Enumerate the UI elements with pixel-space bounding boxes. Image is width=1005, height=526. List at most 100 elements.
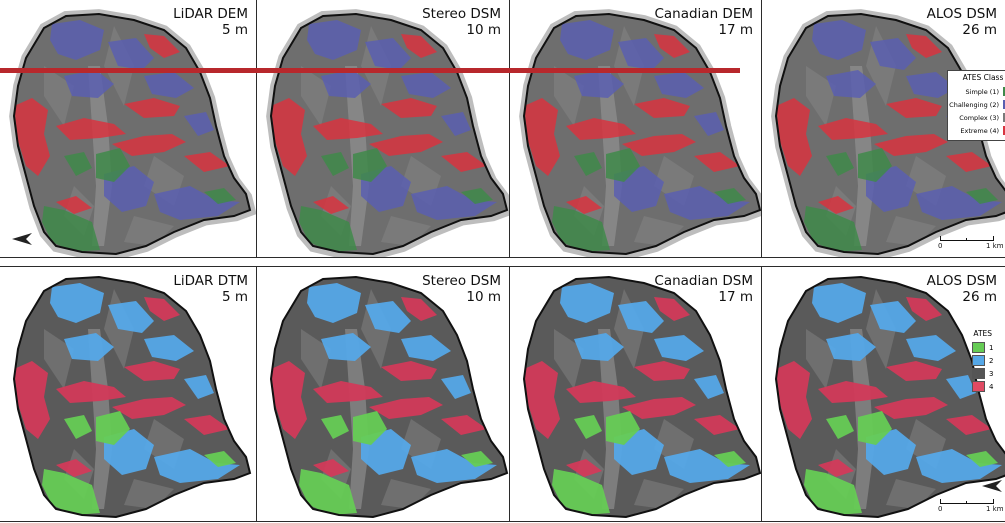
ates-zone-simple xyxy=(552,469,610,515)
ates-zone-extreme xyxy=(776,98,812,176)
ates-zone-challenging xyxy=(812,283,866,323)
ates-zone-simple xyxy=(204,451,236,467)
ates-zone-simple xyxy=(966,451,998,467)
legend-label: Challenging (2) xyxy=(949,100,999,109)
ates-zone-simple xyxy=(64,415,92,439)
ates-zone-extreme xyxy=(634,361,690,381)
legend-item: Extreme (4) xyxy=(948,124,1005,137)
ates-zone-challenging xyxy=(916,186,1002,220)
ates-zone-extreme xyxy=(441,152,487,172)
ates-zone-extreme xyxy=(694,152,740,172)
ates-zone-challenging xyxy=(664,449,750,483)
north-arrow-icon xyxy=(982,480,1002,492)
ates-zone-simple xyxy=(826,152,854,176)
panel-resolution: 5 m xyxy=(221,22,248,38)
ates-zone-simple xyxy=(204,188,236,204)
legend-swatch xyxy=(1003,87,1005,96)
panel-title: ALOS DSM 26 m xyxy=(927,6,997,38)
ates-zone-extreme xyxy=(184,152,230,172)
ates-zone-challenging xyxy=(946,375,976,399)
panel-dataset: LiDAR DTM xyxy=(173,273,248,289)
ates-zone-extreme xyxy=(622,134,696,156)
panel-resolution: 26 m xyxy=(962,22,997,38)
map-panel-lidar-dem: LiDAR DEM 5 m xyxy=(0,0,257,258)
panel-title: Stereo DSM 10 m xyxy=(422,6,501,38)
terrain-map xyxy=(12,275,252,519)
ates-zone-challenging xyxy=(154,449,240,483)
legend-item: Simple (1) xyxy=(948,85,1005,98)
ates-zone-simple xyxy=(966,188,998,204)
ates-zone-extreme xyxy=(818,196,854,214)
ates-zone-extreme xyxy=(14,98,50,176)
ates-zone-extreme xyxy=(112,397,186,419)
ates-zone-challenging xyxy=(870,38,916,70)
ates-zone-challenging xyxy=(154,186,240,220)
legend-label: 2 xyxy=(989,356,994,365)
ates-zone-extreme xyxy=(776,361,812,439)
panel-resolution: 5 m xyxy=(221,289,248,305)
ates-zone-challenging xyxy=(50,20,104,60)
ates-zone-extreme xyxy=(818,381,888,403)
ates-zone-challenging xyxy=(826,333,876,361)
ates-zone-challenging xyxy=(365,301,411,333)
ates-zone-extreme xyxy=(14,361,50,439)
terrain-map xyxy=(9,9,256,257)
ates-zone-simple xyxy=(804,469,862,515)
ates-zone-challenging xyxy=(826,70,876,98)
ates-zone-extreme xyxy=(818,118,888,140)
ates-zone-simple xyxy=(552,206,610,252)
ates-class-legend: ATES Class Simple (1) Challenging (2) Compl… xyxy=(947,70,1005,141)
ates-zone-simple xyxy=(353,411,387,445)
panel-dataset: Canadian DEM xyxy=(654,6,753,22)
north-arrow-icon xyxy=(12,233,32,245)
ates-zone-challenging xyxy=(307,283,361,323)
ates-zone-simple xyxy=(321,152,349,176)
ates-zone-challenging xyxy=(694,375,724,399)
ates-zone-extreme xyxy=(694,415,740,435)
ates-zone-simple xyxy=(321,415,349,439)
panel-title: Stereo DSM 10 m xyxy=(422,273,501,305)
ates-zone-challenging xyxy=(654,72,704,98)
ates-zone-extreme xyxy=(906,297,942,321)
ates-zone-extreme xyxy=(56,381,126,403)
ates-zone-simple xyxy=(804,206,862,252)
ates-zone-extreme xyxy=(622,397,696,419)
ates-zone-challenging xyxy=(365,38,411,70)
ates-zone-challenging xyxy=(916,449,1002,483)
ates-zone-extreme xyxy=(818,459,854,477)
ates-zone-challenging xyxy=(441,112,471,136)
legend-label: 3 xyxy=(989,369,994,378)
legend-item: Challenging (2) xyxy=(948,98,1005,111)
legend-title: ATES xyxy=(973,329,993,338)
ates-zone-challenging xyxy=(560,20,614,60)
panel-title: ALOS DSM 26 m xyxy=(927,273,997,305)
ates-zone-challenging xyxy=(441,375,471,399)
ates-zone-simple xyxy=(858,148,892,182)
ates-zone-extreme xyxy=(56,459,92,477)
ates-zone-simple xyxy=(826,415,854,439)
map-panel-alos-dsm-bottom: ALOS DSM 26 m ATES 1 2 3 4 0 1 km xyxy=(762,266,1005,522)
map-panel-alos-dsm-top: ALOS DSM 26 m ATES Class Simple (1) Challeng… xyxy=(762,0,1005,258)
ates-zone-challenging xyxy=(401,335,451,361)
ates-zone-challenging xyxy=(307,20,361,60)
panel-resolution: 10 m xyxy=(466,22,501,38)
map-panel-stereo-dsm-top: Stereo DSM 10 m xyxy=(257,0,510,258)
ates-legend: ATES 1 2 3 4 xyxy=(972,329,993,393)
ates-zone-simple xyxy=(606,148,640,182)
ates-zone-extreme xyxy=(654,34,690,58)
panel-title: LiDAR DEM 5 m xyxy=(173,6,248,38)
legend-swatch xyxy=(1003,100,1005,109)
ates-zone-extreme xyxy=(566,459,602,477)
panel-resolution: 26 m xyxy=(962,289,997,305)
ates-zone-simple xyxy=(574,152,602,176)
ates-zone-extreme xyxy=(566,196,602,214)
ates-zone-extreme xyxy=(369,397,443,419)
ates-zone-extreme xyxy=(369,134,443,156)
terrain-map xyxy=(774,275,1005,519)
ates-zone-challenging xyxy=(664,186,750,220)
legend-swatch xyxy=(972,381,985,392)
ates-zone-extreme xyxy=(634,98,690,118)
panel-resolution: 10 m xyxy=(466,289,501,305)
map-panel-stereo-dsm-bottom: Stereo DSM 10 m xyxy=(257,266,510,522)
ates-zone-challenging xyxy=(184,375,214,399)
